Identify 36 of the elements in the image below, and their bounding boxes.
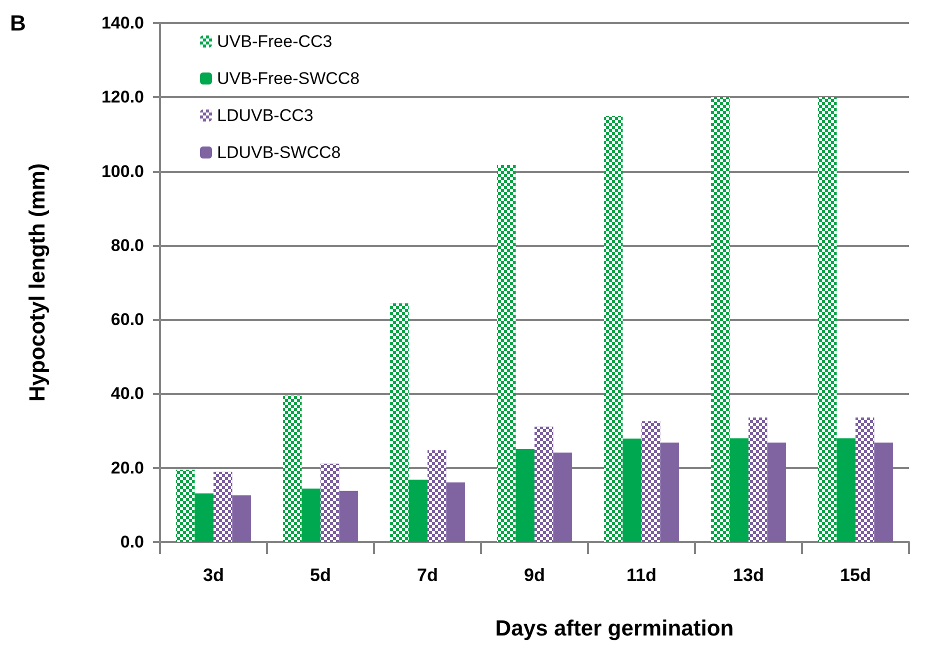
bar — [836, 438, 856, 542]
legend-label: LDUVB-SWCC8 — [217, 143, 341, 162]
bar — [339, 490, 358, 542]
bar — [874, 442, 893, 542]
bar — [730, 438, 748, 542]
y-axis-title: Hypocotyl length (mm) — [24, 163, 50, 402]
y-tick-label: 20.0 — [110, 458, 144, 478]
bar — [622, 438, 642, 542]
y-tick-label: 80.0 — [110, 236, 144, 255]
bar — [408, 480, 428, 542]
bar — [553, 452, 572, 542]
legend-label: LDUVB-CC3 — [217, 106, 314, 125]
x-tick-label: 11d — [626, 565, 657, 585]
x-tick-label: 7d — [416, 565, 438, 585]
x-tick-label: 3d — [202, 565, 224, 585]
bar — [767, 442, 786, 542]
x-tick-label: 13d — [732, 565, 764, 585]
y-tick-label: 60.0 — [110, 310, 144, 330]
bar — [660, 442, 679, 542]
y-tick-label: 140.0 — [101, 14, 144, 32]
bar — [516, 448, 534, 542]
bar — [446, 482, 465, 542]
x-tick-label: 5d — [310, 565, 332, 585]
legend-label: UVB-Free-SWCC8 — [217, 69, 360, 88]
x-tick-label: 9d — [524, 565, 546, 585]
bar — [302, 488, 320, 542]
bar — [194, 493, 214, 542]
y-tick-label: 120.0 — [101, 88, 144, 107]
y-tick-label: 40.0 — [110, 384, 144, 404]
y-tick-label: 0.0 — [120, 532, 144, 552]
y-tick-label: 100.0 — [101, 162, 144, 181]
text: B — [10, 10, 26, 36]
x-tick-label: 15d — [840, 565, 872, 585]
bar — [232, 495, 251, 542]
x-axis-title: Days after germination — [495, 616, 734, 640]
legend-label: UVB-Free-CC3 — [217, 32, 332, 51]
